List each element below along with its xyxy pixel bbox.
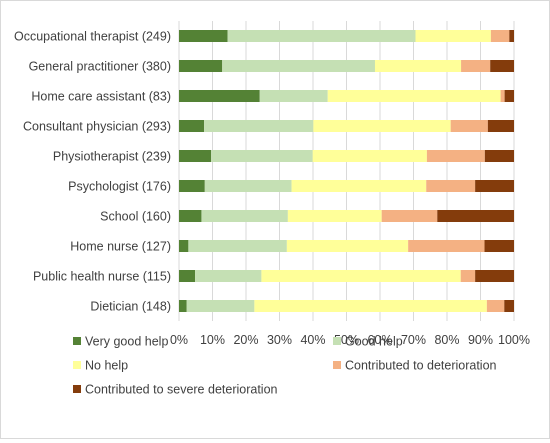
legend-label-no-help: No help [85,359,128,373]
bar-general-practitioner-contributed-to-severe-deterioration [490,60,514,72]
bar-psychologist-very-good-help [179,180,205,192]
axes: 0% 10% 20% 30% 40% 50% 60% 70% 80% 90% 100%Occupat… [14,30,530,348]
legend: Very good help Good help No help Contribute… [73,335,497,397]
bar-physiotherapist-very-good-help [179,150,212,162]
bar-dietician-contributed-to-deterioration [486,300,505,312]
category-label: Physiotherapist (239) [53,150,171,164]
bar-dietician-good-help [186,300,255,312]
bar-dietician-contributed-to-severe-deterioration [504,300,514,312]
category-label: Public health nurse (115) [33,270,171,284]
x-tick-label: 0% [170,333,188,347]
bar-school-contributed-to-deterioration [381,210,438,222]
bar-physiotherapist-contributed-to-severe-deterioration [484,150,514,162]
x-tick-label: 60% [367,333,392,347]
legend-swatch-very-good-help [73,337,81,345]
bar-public-health-nurse-very-good-help [179,270,196,282]
category-label: Psychologist (176) [68,180,171,194]
bar-dietician-no-help [254,300,487,312]
x-tick-label: 80% [434,333,459,347]
legend-swatch-contributed-to-severe-deterioration [73,385,81,393]
x-tick-label: 90% [468,333,493,347]
bar-school-very-good-help [179,210,202,222]
bar-home-care-assistant-contributed-to-deterioration [500,90,505,102]
x-tick-label: 40% [300,333,325,347]
bar-home-nurse-contributed-to-deterioration [408,240,485,252]
bar-occupational-therapist-contributed-to-deterioration [490,30,510,42]
bar-home-care-assistant-contributed-to-severe-deterioration [504,90,514,102]
bar-consultant-physician-very-good-help [179,120,205,132]
legend-label-contributed-to-severe-deterioration: Contributed to severe deterioration [85,383,278,397]
bar-occupational-therapist-no-help [415,30,491,42]
bar-physiotherapist-contributed-to-deterioration [426,150,485,162]
legend-swatch-contributed-to-deterioration [333,361,341,369]
x-tick-label: 30% [267,333,292,347]
category-label: General practitioner (380) [29,60,171,74]
bar-psychologist-no-help [291,180,427,192]
legend-label-very-good-help: Very good help [85,335,168,349]
category-label: Home nurse (127) [70,240,171,254]
bar-general-practitioner-good-help [222,60,375,72]
bars [179,30,514,312]
bar-dietician-very-good-help [179,300,187,312]
bar-school-no-help [287,210,382,222]
category-label: School (160) [100,210,171,224]
bar-home-care-assistant-good-help [259,90,328,102]
bar-physiotherapist-good-help [211,150,313,162]
bar-home-care-assistant-no-help [327,90,501,102]
legend-swatch-no-help [73,361,81,369]
bar-school-good-help [201,210,288,222]
bar-general-practitioner-contributed-to-deterioration [461,60,491,72]
bar-occupational-therapist-very-good-help [179,30,228,42]
bar-occupational-therapist-contributed-to-severe-deterioration [509,30,514,42]
category-label: Occupational therapist (249) [14,30,171,44]
bar-occupational-therapist-good-help [227,30,416,42]
bar-home-nurse-contributed-to-severe-deterioration [484,240,514,252]
bar-home-nurse-good-help [188,240,287,252]
bar-consultant-physician-no-help [313,120,451,132]
bar-public-health-nurse-contributed-to-severe-deterioration [475,270,514,282]
bar-public-health-nurse-contributed-to-deterioration [460,270,476,282]
bar-general-practitioner-no-help [374,60,462,72]
bar-school-contributed-to-severe-deterioration [437,210,514,222]
bar-consultant-physician-contributed-to-deterioration [450,120,488,132]
legend-label-contributed-to-deterioration: Contributed to deterioration [345,359,497,373]
legend-swatch-good-help [333,337,341,345]
bar-psychologist-good-help [204,180,292,192]
bar-general-practitioner-very-good-help [179,60,223,72]
bar-home-nurse-very-good-help [179,240,189,252]
bar-psychologist-contributed-to-severe-deterioration [475,180,514,192]
bar-public-health-nurse-good-help [195,270,262,282]
x-tick-label: 70% [401,333,426,347]
bar-psychologist-contributed-to-deterioration [426,180,476,192]
category-label: Dietician (148) [90,300,171,314]
bar-consultant-physician-good-help [204,120,314,132]
category-label: Consultant physician (293) [23,120,171,134]
bar-public-health-nurse-no-help [261,270,461,282]
category-label: Home care assistant (83) [31,90,171,104]
bar-physiotherapist-no-help [312,150,427,162]
bar-home-care-assistant-very-good-help [179,90,260,102]
bar-consultant-physician-contributed-to-severe-deterioration [487,120,514,132]
bar-home-nurse-no-help [286,240,409,252]
legend-label-good-help: Good help [345,335,403,349]
x-tick-label: 100% [498,333,530,347]
x-tick-label: 20% [233,333,258,347]
x-tick-label: 10% [200,333,225,347]
